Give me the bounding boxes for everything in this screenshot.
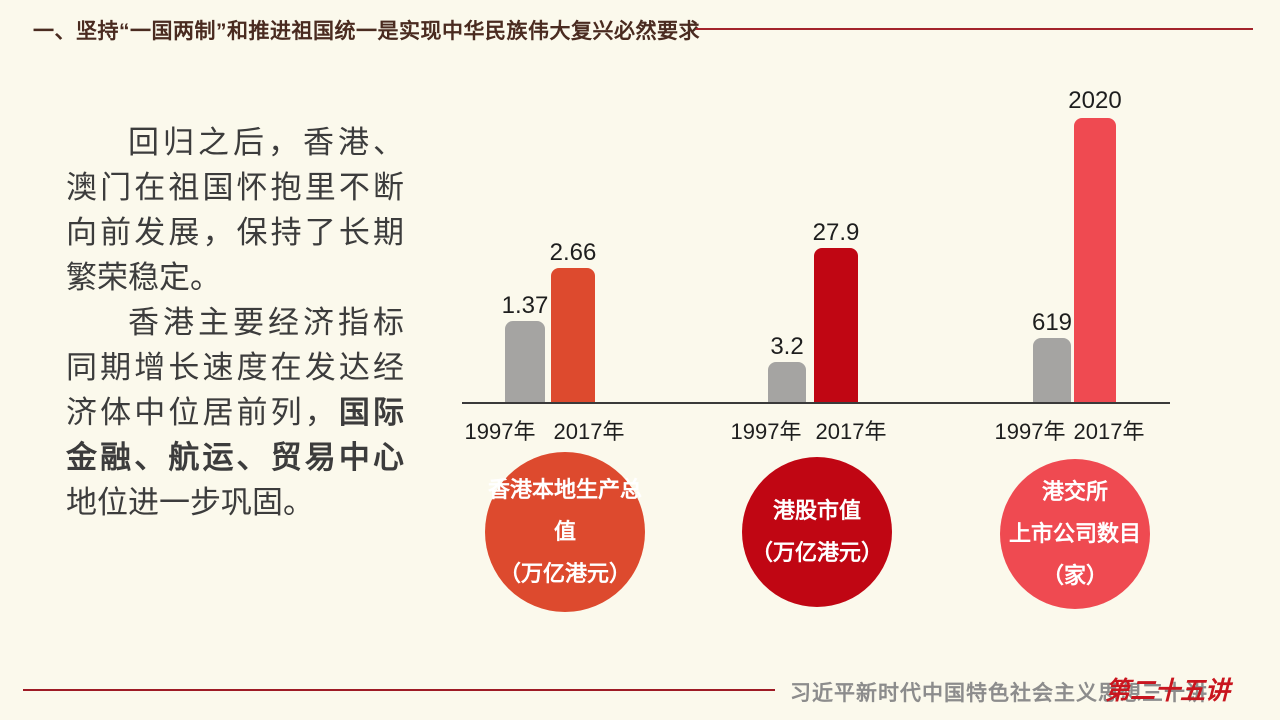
footer-accent-line <box>23 689 775 691</box>
footer-lecture-number: 第二十五讲 <box>1105 676 1231 705</box>
bar-stock-1997 <box>768 362 806 402</box>
tick-listed-2017: 2017年 <box>1073 419 1145 444</box>
circle-label-stock: 港股市值 （万亿港元） <box>742 457 892 607</box>
tick-gdp-1997: 1997年 <box>464 419 536 444</box>
bar-gdp-2017 <box>551 268 595 402</box>
body-paragraph-2-bold: 国际金融、航运、贸易中心 <box>66 395 405 475</box>
chart-axis-line <box>462 402 1170 404</box>
tick-listed-1997: 1997年 <box>994 419 1066 444</box>
value-label-listed-1997: 619 <box>1031 309 1073 336</box>
bar-listed-1997 <box>1033 338 1071 402</box>
body-paragraph-2: 香港主要经济指标同期增长速度在发达经济体中位居前列，国际金融、航运、贸易中心地位… <box>66 305 405 520</box>
bar-listed-2017 <box>1074 118 1116 402</box>
body-text-block: 回归之后，香港、澳门在祖国怀抱里不断向前发展，保持了长期繁荣稳定。 香港主要经济… <box>66 120 404 525</box>
value-label-gdp-1997: 1.37 <box>501 292 549 319</box>
tick-gdp-2017: 2017年 <box>553 419 625 444</box>
tick-stock-2017: 2017年 <box>815 419 887 444</box>
value-label-stock-1997: 3.2 <box>770 333 804 360</box>
value-label-listed-2017: 2020 <box>1068 87 1122 114</box>
footer-series-title: 习近平新时代中国特色社会主义思想三十讲 <box>790 682 1208 705</box>
bar-stock-2017 <box>814 248 858 402</box>
header-accent-line <box>696 28 1253 30</box>
body-paragraph-1: 回归之后，香港、澳门在祖国怀抱里不断向前发展，保持了长期繁荣稳定。 <box>66 125 404 295</box>
circle-label-gdp: 香港本地生产总值 （万亿港元） <box>485 452 645 612</box>
bar-gdp-1997 <box>505 321 545 402</box>
value-label-gdp-2017: 2.66 <box>549 239 597 266</box>
tick-stock-1997: 1997年 <box>730 419 802 444</box>
page-title: 一、坚持“一国两制”和推进祖国统一是实现中华民族伟大复兴必然要求 <box>33 20 700 43</box>
circle-label-listed: 港交所 上市公司数目 （家） <box>1000 459 1150 609</box>
value-label-stock-2017: 27.9 <box>812 219 860 246</box>
